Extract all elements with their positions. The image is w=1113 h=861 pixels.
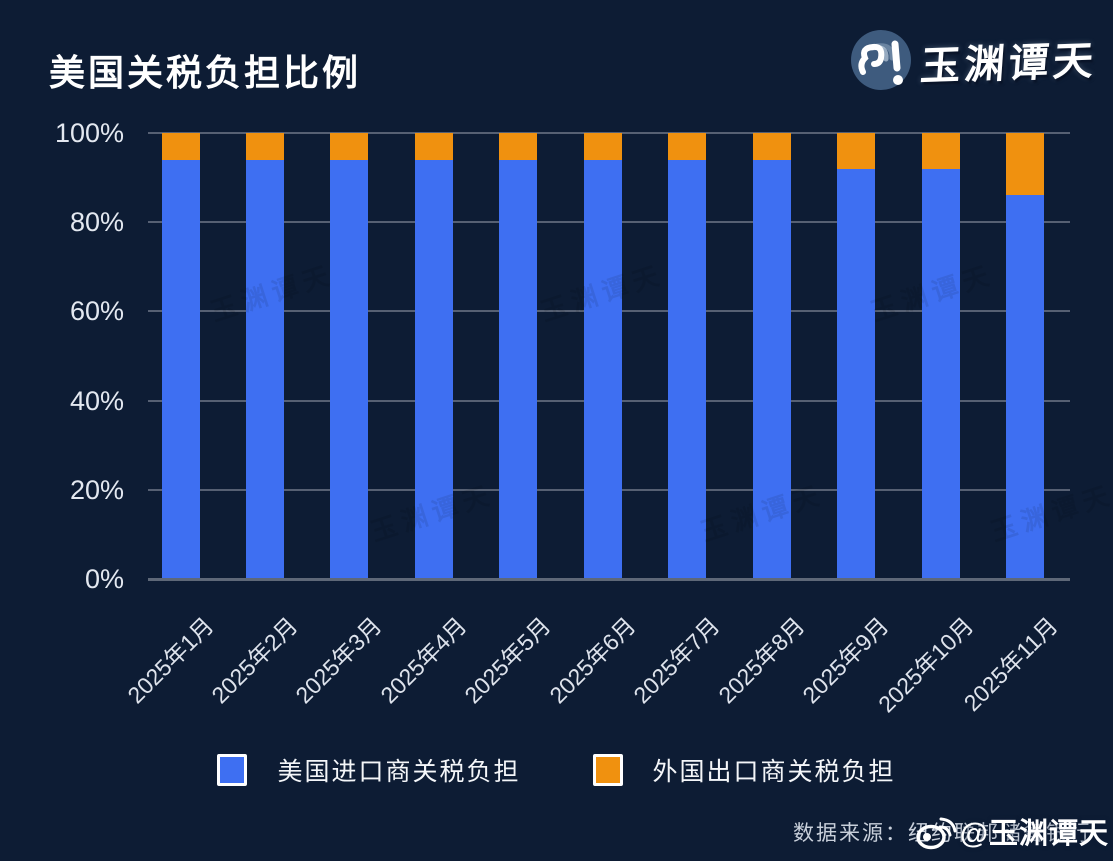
bar-segment-importer <box>921 168 960 579</box>
gridline <box>148 132 1070 134</box>
y-tick-label: 80% <box>69 207 124 238</box>
legend-item: 美国进口商关税负担 <box>217 752 520 788</box>
bar-segment-importer <box>752 159 791 579</box>
y-tick-label: 60% <box>69 296 124 327</box>
weibo-watermark: @玉渊谭天 <box>910 807 1109 855</box>
bar-segment-importer <box>1006 195 1044 579</box>
x-tick-label: 2025年2月 <box>206 612 303 709</box>
bar-segment-exporter <box>837 133 876 169</box>
bar-segment-exporter <box>668 133 707 160</box>
bar-segment-exporter <box>414 133 453 160</box>
chart-legend: 美国进口商关税负担 外国出口商关税负担 <box>0 752 1113 788</box>
bar-segment-exporter <box>499 133 538 160</box>
y-tick-label: 40% <box>69 385 124 416</box>
bar-segment-exporter <box>245 133 284 160</box>
chart-title: 美国关税负担比例 <box>49 52 362 93</box>
logo-wordmark: 玉渊谭天 <box>918 38 1099 90</box>
brand-logo: 玉渊谭天 <box>849 28 1099 92</box>
x-tick-label: 2025年8月 <box>713 612 810 709</box>
x-tick-label: 2025年1月 <box>121 612 219 709</box>
x-tick-label: 2025年4月 <box>375 612 472 709</box>
faint-watermark: 玉渊谭天 <box>986 478 1113 547</box>
bar-segment-importer <box>837 168 876 579</box>
bar-segment-exporter <box>161 133 200 160</box>
x-tick-label: 2025年7月 <box>628 612 725 709</box>
bar-segment-importer <box>414 159 453 579</box>
x-tick-label: 2025年3月 <box>290 612 388 709</box>
bar-segment-importer <box>668 159 707 579</box>
y-tick-label: 20% <box>69 474 124 505</box>
watermark-text: @玉渊谭天 <box>959 818 1109 850</box>
bar-segment-exporter <box>583 133 622 160</box>
y-tick-label: 0% <box>84 564 124 594</box>
bar-segment-exporter <box>330 133 369 160</box>
weibo-icon <box>915 817 957 850</box>
bar-segment-exporter <box>921 133 960 169</box>
bar-segment-importer <box>161 159 200 579</box>
legend-swatch <box>217 754 248 786</box>
x-tick-label: 2025年5月 <box>459 612 556 709</box>
bar-segment-exporter <box>752 133 791 160</box>
legend-item: 外国出口商关税负担 <box>592 752 896 788</box>
plot-area: 100% 80% 60% 40% 20% 0% 2025年1月 2025年2月 2025年3月 2… <box>55 118 1113 717</box>
x-tick-label: 2025年6月 <box>544 612 641 709</box>
legend-label: 外国出口商关税负担 <box>652 758 896 786</box>
x-axis-line <box>148 578 1070 581</box>
y-tick-label: 100% <box>54 118 124 148</box>
bar-segment-importer <box>583 159 622 579</box>
legend-swatch <box>592 754 623 786</box>
legend-label: 美国进口商关税负担 <box>277 758 521 786</box>
bar-segment-importer <box>245 159 284 579</box>
bar-segment-exporter <box>1006 133 1044 196</box>
logo-wave-icon <box>851 30 911 90</box>
bar-segment-importer <box>499 159 538 579</box>
bar-segment-importer <box>330 159 369 579</box>
